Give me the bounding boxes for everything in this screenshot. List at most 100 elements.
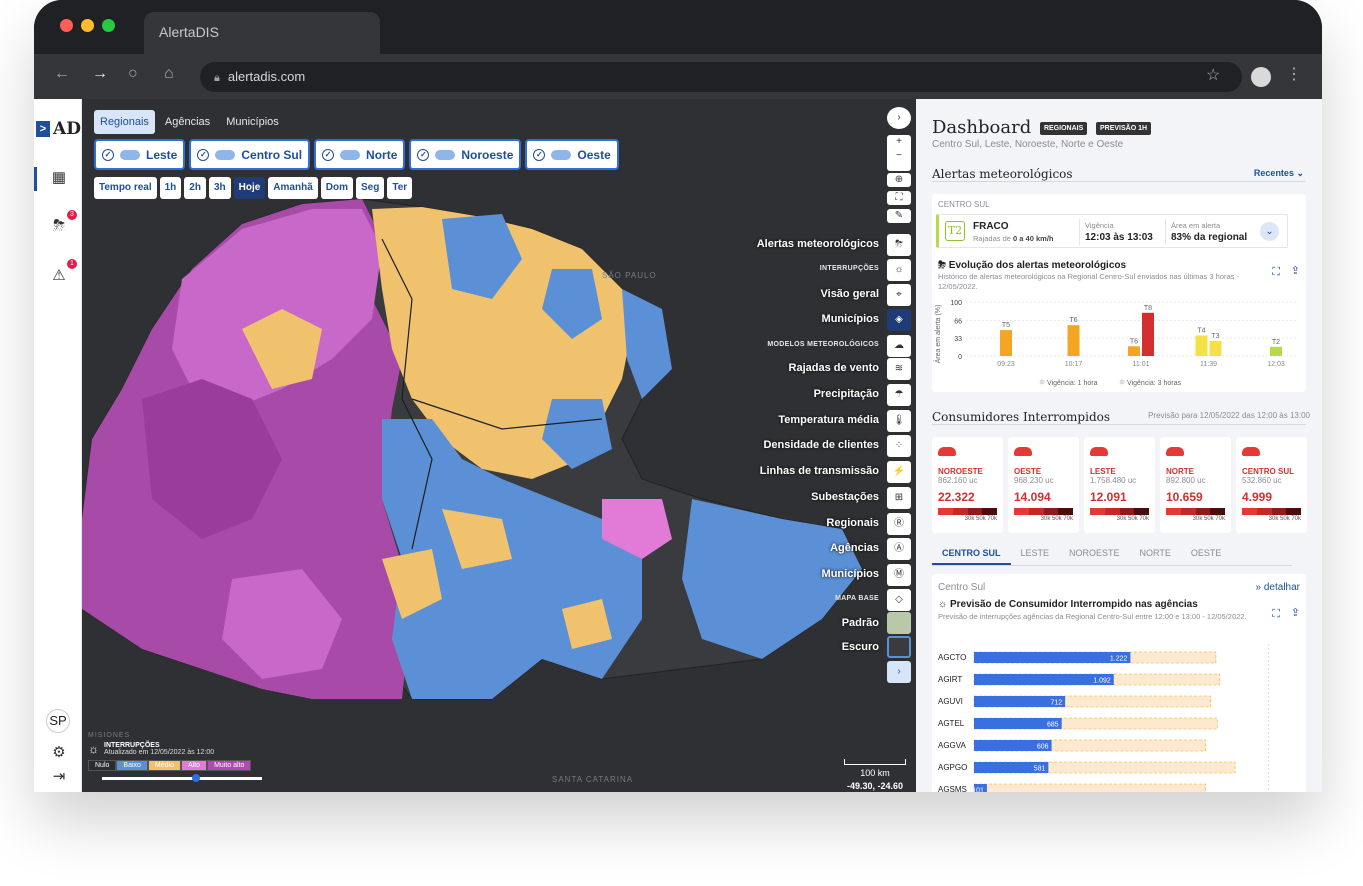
time-chip[interactable]: Dom — [320, 177, 353, 199]
expand-chevron-icon[interactable]: ⌄ — [1260, 222, 1279, 241]
layer-label[interactable]: Visão geral — [820, 288, 880, 300]
region-tab[interactable]: NORTE — [1139, 548, 1171, 558]
locate-icon[interactable]: ⊕ — [887, 173, 911, 187]
municipios-icon[interactable]: ◈ — [887, 309, 911, 331]
thermometer-icon[interactable]: 🌡︎ — [887, 410, 911, 432]
region-chip-norte[interactable]: ✓ Norte — [314, 139, 406, 170]
ruler-icon[interactable]: ✎ — [887, 209, 911, 223]
region-tab-active[interactable]: CENTRO SUL — [932, 543, 1011, 565]
region-chip-noroeste[interactable]: ✓ Noroeste — [409, 139, 522, 170]
browser-menu-icon[interactable]: ⋮ — [1286, 66, 1302, 83]
basemap-label[interactable]: Escuro — [841, 641, 879, 653]
municipios-m-icon[interactable]: Ⓜ — [887, 564, 911, 586]
app-logo[interactable]: > AD — [36, 119, 81, 139]
alert-row[interactable]: T2 FRACO Rajadas de 0 a 40 km/h Vigência… — [936, 214, 1288, 248]
browser-tab[interactable]: AlertaDIS — [144, 12, 380, 54]
layer-label[interactable]: Subestações — [811, 491, 879, 503]
share-icon[interactable]: ⇪ — [1290, 265, 1300, 277]
back-icon[interactable]: ← — [54, 65, 70, 82]
time-chip[interactable]: 1h — [159, 177, 182, 199]
chip-label: Norte — [366, 147, 398, 162]
consumer-card[interactable]: LESTE 1.758.480 uc 12.091 30k 50k 70k — [1084, 437, 1155, 533]
region-tab[interactable]: OESTE — [1190, 548, 1222, 558]
choropleth-map[interactable] — [82, 99, 916, 792]
layer-label[interactable]: Municípios — [821, 313, 879, 325]
layer-label[interactable]: Densidade de clientes — [763, 439, 879, 451]
rain-icon[interactable]: ☂ — [887, 384, 911, 406]
time-chip[interactable]: Seg — [355, 177, 385, 199]
time-chip[interactable]: 2h — [184, 177, 206, 199]
legend-level: Baixo — [116, 760, 148, 771]
time-chip[interactable]: 3h — [208, 177, 231, 199]
zoom-controls[interactable]: + − — [887, 135, 911, 171]
expand-icon[interactable]: ⛶ — [1272, 266, 1280, 278]
home-icon[interactable]: ⌂ — [164, 65, 174, 82]
collapse-icon[interactable]: › — [887, 107, 911, 129]
tab-agencias[interactable]: Agências — [164, 116, 211, 128]
consumer-card[interactable]: CENTRO SUL 532.860 uc 4.999 30k 50k 70k — [1236, 437, 1307, 533]
maximize-dot[interactable] — [102, 19, 115, 32]
agencias-icon[interactable]: Ⓐ — [887, 538, 911, 560]
profile-avatar[interactable] — [1251, 67, 1271, 87]
dashboard-grid-icon[interactable]: ▦ — [51, 169, 67, 186]
consumer-card[interactable]: NOROESTE 862.160 uc 22.322 30k 50k 70k — [932, 437, 1003, 533]
address-bar[interactable]: 🔒︎ alertadis.com — [200, 62, 1242, 92]
forward-icon[interactable]: → — [92, 65, 108, 82]
time-chip-active[interactable]: Hoje — [233, 177, 266, 199]
tab-municipios[interactable]: Municípios — [226, 116, 279, 128]
layer-label[interactable]: Alertas meteorológicos — [756, 238, 879, 250]
tag-badge: PREVISÃO 1H — [1095, 121, 1152, 135]
tab-regionais[interactable]: Regionais — [94, 110, 155, 134]
vig-label: Vigência — [1085, 221, 1114, 230]
wind-icon[interactable]: ≋ — [887, 358, 911, 380]
layer-label[interactable]: Linhas de transmissão — [759, 465, 879, 477]
time-chip[interactable]: Ter — [387, 177, 413, 199]
region-tab[interactable]: NOROESTE — [1069, 548, 1120, 558]
region-chip-oeste[interactable]: ✓ Oeste — [525, 139, 619, 170]
time-slider[interactable] — [102, 774, 262, 782]
density-icon[interactable]: ⁘ — [887, 435, 911, 457]
consumer-card[interactable]: NORTE 892.800 uc 10.659 30k 50k 70k — [1160, 437, 1231, 533]
detail-link[interactable]: » detalhar — [1255, 582, 1300, 593]
expand-icon[interactable]: › — [887, 661, 911, 683]
layer-label[interactable]: Rajadas de vento — [788, 362, 879, 374]
alerts-filter-dropdown[interactable]: Recentes ⌄ — [1253, 168, 1304, 178]
consumer-region: NOROESTE — [938, 467, 983, 476]
cloud-icon[interactable]: ☁ — [887, 335, 911, 357]
time-chip[interactable]: Tempo real — [94, 177, 157, 199]
region-tab[interactable]: LESTE — [1020, 548, 1050, 558]
minimize-dot[interactable] — [81, 19, 94, 32]
layer-label[interactable]: Agências — [830, 542, 879, 554]
fullscreen-icon[interactable]: ⛶ — [887, 191, 911, 205]
settings-gear-icon[interactable]: ⚙ — [52, 744, 66, 761]
consumer-card[interactable]: OESTE 968.230 uc 14.094 30k 50k 70k — [1008, 437, 1079, 533]
substation-icon[interactable]: ⊞ — [887, 487, 911, 509]
logout-icon[interactable]: ⇥ — [52, 768, 66, 785]
share-icon[interactable]: ⇪ — [1290, 607, 1300, 619]
bulb-icon[interactable]: ☼ — [887, 259, 911, 281]
basemap-label[interactable]: Padrão — [841, 617, 879, 629]
region-chip-centro-sul[interactable]: ✓ Centro Sul — [189, 139, 311, 170]
basemap-dark-thumb[interactable] — [887, 636, 911, 658]
map-view[interactable]: Regionais Agências Municípios ✓ Leste ✓ Ce… — [82, 99, 916, 792]
reload-icon[interactable]: ○ — [128, 65, 138, 82]
layer-label[interactable]: Precipitação — [813, 388, 879, 400]
pin-icon[interactable]: ⌖ — [887, 284, 911, 306]
bookmark-star-icon[interactable]: ☆ — [1206, 67, 1221, 84]
basemap-light-thumb[interactable] — [887, 612, 911, 634]
tower-icon[interactable]: ⚡ — [887, 461, 911, 483]
close-dot[interactable] — [60, 19, 73, 32]
layers-stack-icon[interactable]: ◇ — [887, 589, 911, 611]
expand-icon[interactable]: ⛶ — [1272, 608, 1280, 620]
weather-alert-icon[interactable]: ⛈ — [887, 234, 911, 256]
weather-alert-icon[interactable]: ⛈ — [52, 217, 65, 234]
layer-label[interactable]: Municípios — [821, 568, 879, 580]
layer-label[interactable]: Temperatura média — [778, 414, 879, 426]
interruption-bulb-icon[interactable]: ⚠ — [52, 267, 66, 284]
region-chip-leste[interactable]: ✓ Leste — [94, 139, 186, 170]
time-chip[interactable]: Amanhã — [268, 177, 318, 199]
user-avatar[interactable]: SP — [46, 709, 70, 733]
layer-label[interactable]: Regionais — [826, 517, 879, 529]
regionais-icon[interactable]: Ⓡ — [887, 513, 911, 535]
slider-handle[interactable] — [192, 774, 200, 782]
